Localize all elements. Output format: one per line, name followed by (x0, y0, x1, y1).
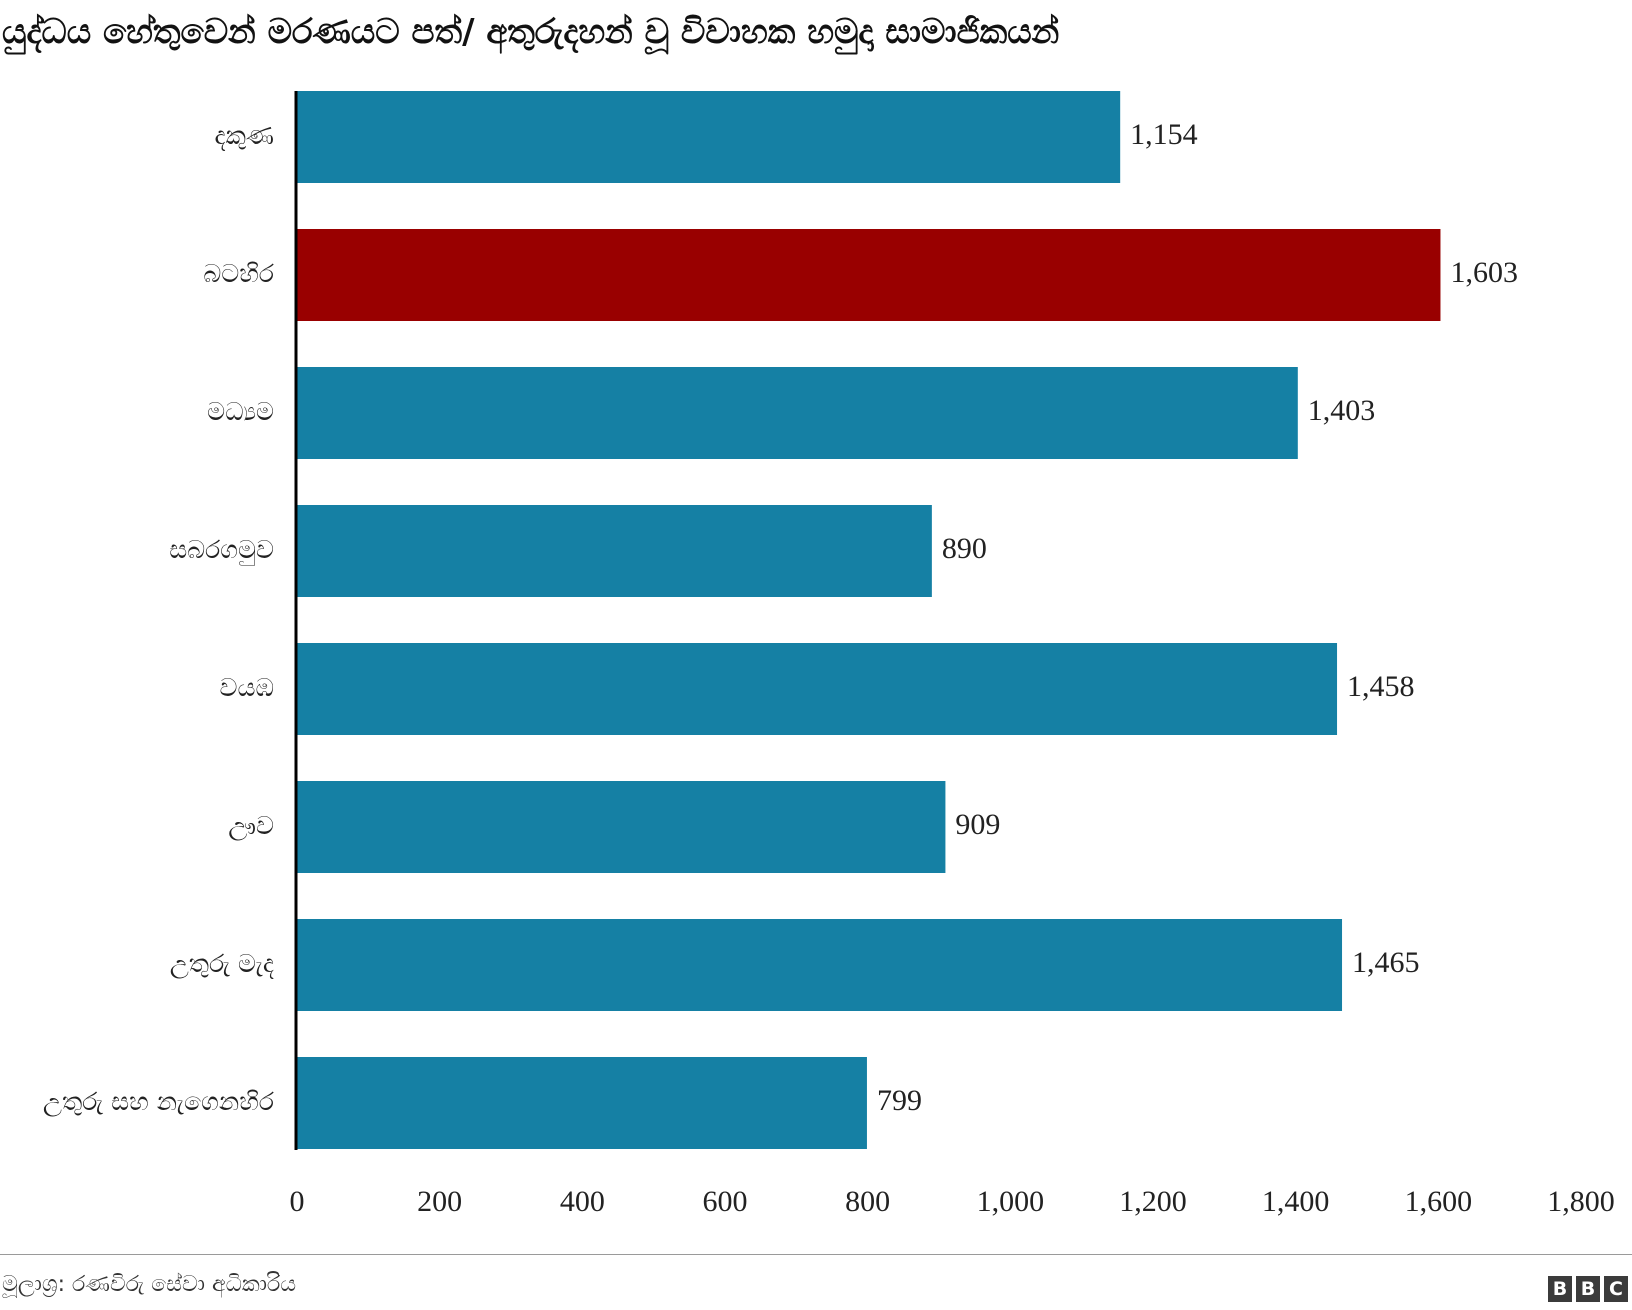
x-axis-ticks-layer: 0 200 400 600 800 1,000 1,200 1,400 1,600 1,800 (290, 1185, 1615, 1218)
data-label: 799 (877, 1084, 922, 1117)
x-tick-label: 0 (290, 1185, 305, 1218)
x-tick-label: 600 (703, 1185, 748, 1218)
x-tick-label: 1,000 (977, 1185, 1045, 1218)
category-label: බටහිර (203, 259, 274, 288)
bar (297, 229, 1441, 321)
data-label: 1,154 (1130, 118, 1198, 151)
bars-layer (297, 91, 1441, 1149)
category-label: උතුරු මැද (170, 949, 274, 979)
category-label: උතුරු සහ නැගෙනහිර (43, 1087, 274, 1117)
x-tick-label: 1,800 (1547, 1185, 1615, 1218)
bar (297, 91, 1121, 183)
x-tick-label: 1,400 (1262, 1185, 1330, 1218)
data-label: 1,458 (1347, 670, 1415, 703)
x-tick-label: 400 (560, 1185, 605, 1218)
chart-title: යුද්ධය හේතුවෙන් මරණයට පත්/ අතුරුදහන් වූ … (2, 12, 1060, 52)
data-label: 1,603 (1450, 256, 1518, 289)
value-labels-layer: 1,154 1,603 1,403 890 1,458 909 1,465 799 (877, 118, 1518, 1117)
bbc-logo-letter: B (1548, 1276, 1572, 1302)
category-labels-layer: දකුණ බටහිර මධ්‍යම සබරගමුව වයඹ ඌව උතුරු මැද උතුර… (43, 121, 274, 1117)
x-tick-label: 800 (845, 1185, 890, 1218)
bar (297, 367, 1298, 459)
category-label: ඌව (228, 811, 274, 841)
data-label: 1,403 (1308, 394, 1376, 427)
bbc-logo-letter: C (1604, 1276, 1628, 1302)
bbc-logo-letter: B (1576, 1276, 1600, 1302)
bbc-logo: B B C (1548, 1276, 1628, 1302)
bar (297, 505, 932, 597)
category-label: මධ්‍යම (207, 397, 274, 426)
data-label: 1,465 (1352, 946, 1420, 979)
category-label: දකුණ (215, 121, 274, 151)
bar (297, 781, 946, 873)
bar-chart: දකුණ බටහිර මධ්‍යම සබරගමුව වයඹ ඌව උතුරු මැද උතුර… (43, 91, 1615, 1218)
source-note: මූලාශ්‍ර: රණවිරු සේවා අධිකාරිය (2, 1272, 297, 1297)
category-label: සබරගමුව (169, 535, 274, 566)
x-tick-label: 1,600 (1405, 1185, 1473, 1218)
bar (297, 1057, 867, 1149)
data-label: 890 (942, 532, 987, 565)
bar (297, 919, 1343, 1011)
x-tick-label: 1,200 (1119, 1185, 1187, 1218)
bar (297, 643, 1338, 735)
category-label: වයඹ (220, 673, 274, 702)
x-tick-label: 200 (417, 1185, 462, 1218)
data-label: 909 (955, 808, 1000, 841)
footer-divider (0, 1254, 1632, 1255)
